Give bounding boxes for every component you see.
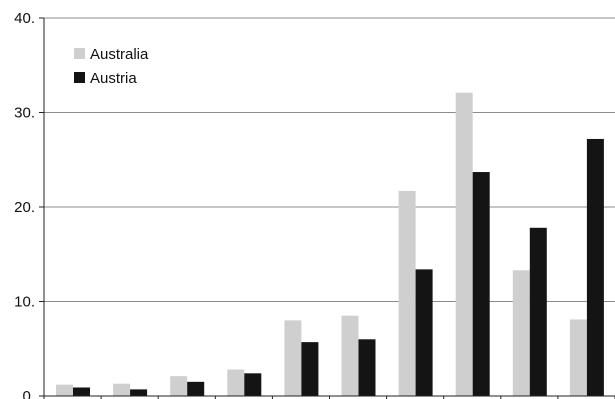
bar-australia-1 (56, 384, 73, 396)
bar-austria-4 (244, 373, 262, 396)
legend-swatch-austria (74, 72, 85, 83)
bar-austria-6 (358, 339, 376, 396)
y-tick-label: 0. (22, 388, 35, 399)
bar-australia-2 (113, 383, 131, 396)
bar-australia-3 (170, 376, 188, 396)
bar-austria-9 (529, 227, 547, 396)
legend-label-austria: Austria (90, 70, 137, 87)
legend: Australia Austria (74, 46, 149, 87)
bar-austria-10 (586, 138, 604, 396)
legend-label-australia: Australia (90, 46, 149, 63)
bar-australia-7 (398, 190, 416, 396)
y-tick-label: 20. (14, 199, 35, 216)
bar-austria-1 (73, 387, 90, 396)
bar-australia-6 (341, 315, 359, 396)
bar-australia-10 (569, 319, 587, 396)
legend-swatch-australia (74, 48, 85, 59)
bar-australia-5 (284, 320, 302, 396)
bar-australia-8 (455, 92, 473, 396)
bar-austria-8 (472, 172, 490, 396)
bar-austria-3 (187, 381, 205, 396)
bar-austria-7 (415, 269, 433, 396)
y-tick-label: 40. (14, 10, 35, 27)
y-tick-label: 30. (14, 105, 35, 122)
bar-austria-2 (130, 389, 148, 396)
bars (56, 92, 604, 396)
bar-australia-4 (227, 369, 245, 396)
bar-austria-5 (301, 342, 319, 396)
y-tick-label: 10. (14, 294, 35, 311)
y-ticks: 0. 10. 20. 30. 40. (14, 10, 44, 399)
bar-australia-9 (512, 270, 530, 396)
